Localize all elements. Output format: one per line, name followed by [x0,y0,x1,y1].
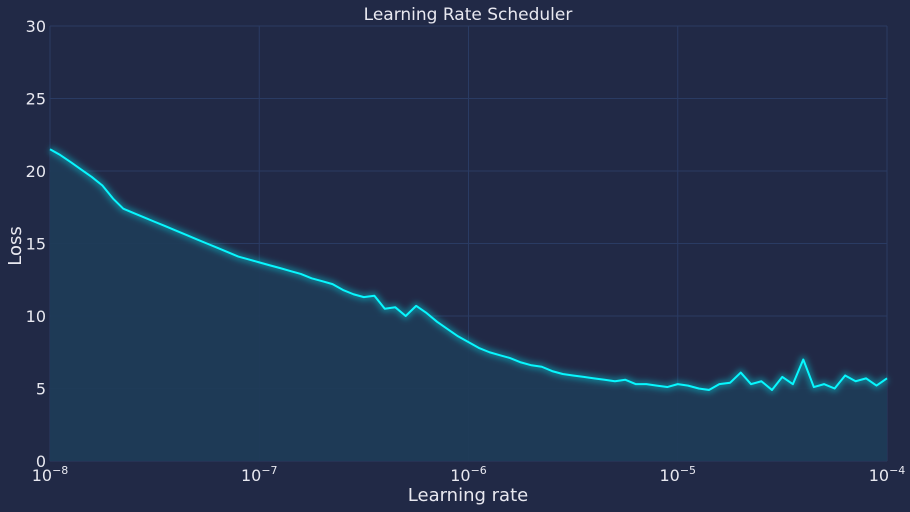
y-tick-label-3: 15 [26,235,46,254]
y-axis-title: Loss [5,226,26,265]
plot-area [48,146,889,461]
y-tick-label-0: 0 [36,452,46,471]
y-tick-label-1: 5 [36,380,46,399]
x-tick-label-0: 10−8 [32,464,69,485]
series-area [50,149,887,461]
x-axis-ticks: 10−8 10−7 10−6 10−5 10−4 [32,464,906,485]
y-tick-label-5: 25 [26,90,46,109]
x-tick-label-2: 10−6 [450,464,487,485]
y-tick-label-4: 20 [26,162,46,181]
y-tick-label-2: 10 [26,307,46,326]
x-tick-label-1: 10−7 [241,464,278,485]
series-line [49,148,888,391]
x-axis-title: Learning rate [408,485,528,506]
x-tick-label-4: 10−4 [869,464,906,485]
y-axis-ticks: 0 5 10 15 20 25 30 [26,17,46,471]
x-tick-label-3: 10−5 [659,464,696,485]
y-tick-label-6: 30 [26,17,46,36]
chart-title: Learning Rate Scheduler [364,5,573,25]
